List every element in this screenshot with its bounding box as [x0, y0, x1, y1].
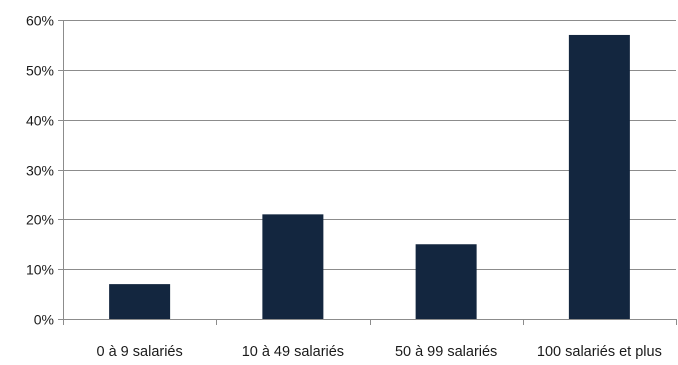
x-tick-label: 0 à 9 salariés	[97, 344, 183, 360]
x-tick-label: 50 à 99 salariés	[395, 344, 497, 360]
axes	[58, 20, 677, 325]
y-tick-label: 60%	[26, 13, 54, 29]
y-tick-label: 10%	[26, 262, 54, 278]
y-tick-labels: 0% 10% 20% 30% 40% 50% 60%	[26, 13, 54, 328]
x-tick-label: 10 à 49 salariés	[242, 344, 344, 360]
x-tick-label: 100 salariés et plus	[537, 344, 662, 360]
y-tick-label: 0%	[34, 312, 54, 328]
bar	[568, 34, 630, 319]
bar	[415, 244, 477, 319]
bar	[109, 284, 171, 319]
x-tick-labels: 0 à 9 salariés 10 à 49 salariés 50 à 99 sa…	[97, 344, 662, 360]
y-tick-label: 50%	[26, 63, 54, 79]
y-tick-label: 40%	[26, 113, 54, 129]
y-tick-label: 30%	[26, 163, 54, 179]
bar	[262, 214, 324, 319]
bars	[109, 34, 630, 319]
y-tick-label: 20%	[26, 212, 54, 228]
